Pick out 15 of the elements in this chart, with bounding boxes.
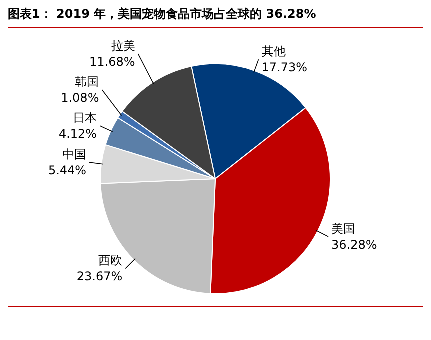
slice-label: 拉美 — [111, 39, 136, 54]
slice-label: 韩国 — [75, 75, 100, 90]
slice-label: 西欧 — [98, 254, 123, 268]
data-label: 11.68% — [90, 55, 136, 70]
slice-label: 中国 — [62, 148, 87, 162]
data-label: 4.12% — [58, 127, 98, 142]
data-label: 36.28% — [332, 238, 378, 252]
data-label: 1.08% — [61, 91, 100, 106]
slice-label: 其他 — [262, 44, 286, 59]
slice-label: 日本 — [73, 111, 98, 126]
data-label: 17.73% — [262, 60, 308, 75]
data-label: 5.44% — [48, 164, 87, 178]
chart-title: 图表1： 2019 年，美国宠物食品市场占全球的 36.28% — [8, 6, 423, 28]
slice-label: 美国 — [332, 222, 356, 236]
data-label: 23.67% — [76, 270, 123, 284]
